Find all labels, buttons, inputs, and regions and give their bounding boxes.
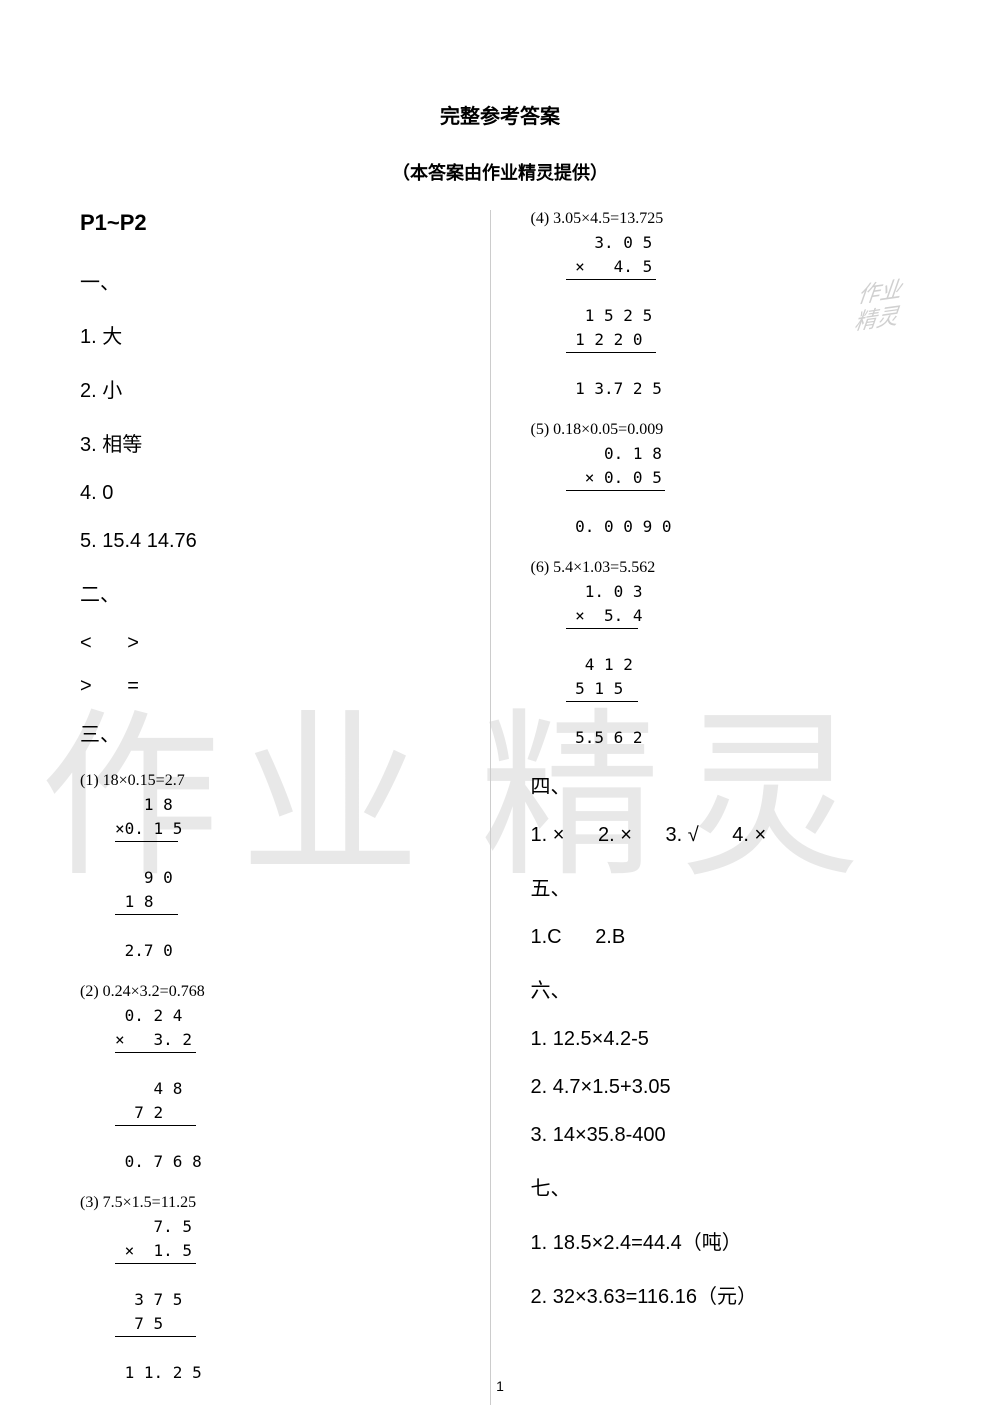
calc-line: × 3. 2: [115, 1028, 470, 1052]
answer: 4. ×: [732, 824, 766, 846]
calc-block: (4) 3.05×4.5=13.725 3. 0 5 × 4. 5 1 5 2 …: [531, 210, 921, 401]
calc-line: 3. 0 5: [566, 231, 921, 255]
answer: 3. √: [665, 824, 698, 846]
calc-rule: [115, 841, 470, 866]
calc-rule: [566, 352, 921, 377]
calc-rule: [115, 1052, 470, 1077]
calc-line: 4 1 2: [566, 653, 921, 677]
calc-title: (1) 18×0.15=2.7: [80, 772, 470, 790]
page-number: 1: [496, 1378, 504, 1394]
answer-item: 1. 12.5×4.2-5: [531, 1028, 921, 1051]
calc-block: (6) 5.4×1.03=5.562 1. 0 3 × 5. 4 4 1 2 5…: [531, 559, 921, 750]
answer-item: 1. 18.5×2.4=44.4（吨）: [531, 1226, 921, 1255]
calc-line: 0. 7 6 8: [115, 1150, 470, 1174]
calc-line: 1 5 2 5: [566, 304, 921, 328]
answer-item: 3. 14×35.8-400: [531, 1124, 921, 1147]
section-1-header: 一、: [80, 266, 470, 295]
calc-line: ×0. 1 5: [115, 817, 470, 841]
answer-item: 2. 4.7×1.5+3.05: [531, 1076, 921, 1099]
calc-line: 5.5 6 2: [566, 726, 921, 750]
answer-item: 2. 32×3.63=116.16（元）: [531, 1280, 921, 1309]
calc-block: (3) 7.5×1.5=11.25 7. 5 × 1. 5 3 7 5 7 5 …: [80, 1194, 470, 1385]
comparison-row: < >: [80, 632, 470, 655]
calc-rule: [115, 1125, 470, 1150]
page-title: 完整参考答案: [80, 100, 920, 129]
answer-item: 4. 0: [80, 482, 470, 505]
section-7-header: 七、: [531, 1172, 921, 1201]
calc-line: 1 8: [115, 793, 470, 817]
calc-line: 7 2: [115, 1101, 470, 1125]
section-4-header: 四、: [531, 770, 921, 799]
calc-line: 0. 2 4: [115, 1004, 470, 1028]
calc-rule: [566, 628, 921, 653]
answer: 2.B: [595, 926, 625, 948]
calc-line: 2.7 0: [115, 939, 470, 963]
calc-line: × 1. 5: [115, 1239, 470, 1263]
calc-line: 1. 0 3: [566, 580, 921, 604]
right-column: (4) 3.05×4.5=13.725 3. 0 5 × 4. 5 1 5 2 …: [531, 210, 921, 1405]
answer: 1.C: [531, 926, 562, 948]
calc-block: (2) 0.24×3.2=0.768 0. 2 4× 3. 2 4 8 7 2 …: [80, 983, 470, 1174]
section-2-header: 二、: [80, 578, 470, 607]
section-3-header: 三、: [80, 718, 470, 747]
calculations-right: (4) 3.05×4.5=13.725 3. 0 5 × 4. 5 1 5 2 …: [531, 210, 921, 750]
calc-line: 9 0: [115, 866, 470, 890]
page-subtitle: （本答案由作业精灵提供）: [80, 159, 920, 185]
calc-line: 3 7 5: [115, 1288, 470, 1312]
calc-line: × 4. 5: [566, 255, 921, 279]
calc-line: 0. 1 8: [566, 442, 921, 466]
answer-item: 5. 15.4 14.76: [80, 530, 470, 553]
calc-title: (2) 0.24×3.2=0.768: [80, 983, 470, 1001]
calc-rule: [566, 490, 921, 515]
calc-title: (5) 0.18×0.05=0.009: [531, 421, 921, 439]
calc-rule: [566, 279, 921, 304]
calc-rule: [115, 1263, 470, 1288]
calc-rule: [115, 914, 470, 939]
calc-line: 4 8: [115, 1077, 470, 1101]
section-5-header: 五、: [531, 872, 921, 901]
calc-line: 7. 5: [115, 1215, 470, 1239]
comparison-row: > =: [80, 675, 470, 698]
calc-line: 1 2 2 0: [566, 328, 921, 352]
content-columns: P1~P2 一、 1. 大 2. 小 3. 相等 4. 0 5. 15.4 14…: [80, 210, 920, 1405]
answer: 1. ×: [531, 824, 565, 846]
calc-title: (3) 7.5×1.5=11.25: [80, 1194, 470, 1212]
answer-item: 3. 相等: [80, 428, 470, 457]
calc-line: 1 1. 2 5: [115, 1361, 470, 1385]
calc-line: 1 3.7 2 5: [566, 377, 921, 401]
page-reference: P1~P2: [80, 210, 470, 236]
calc-line: 0. 0 0 9 0: [566, 515, 921, 539]
calc-title: (4) 3.05×4.5=13.725: [531, 210, 921, 228]
calc-rule: [566, 701, 921, 726]
calc-line: 7 5: [115, 1312, 470, 1336]
calc-block: (5) 0.18×0.05=0.009 0. 1 8 × 0. 0 5 0. 0…: [531, 421, 921, 539]
answer-item: 1. 大: [80, 320, 470, 349]
calculations-left: (1) 18×0.15=2.7 1 8×0. 1 5 9 0 1 8 2.7 0…: [80, 772, 470, 1385]
calc-block: (1) 18×0.15=2.7 1 8×0. 1 5 9 0 1 8 2.7 0: [80, 772, 470, 963]
answer: 2. ×: [598, 824, 632, 846]
section-6-header: 六、: [531, 974, 921, 1003]
calc-line: × 0. 0 5: [566, 466, 921, 490]
calc-rule: [115, 1336, 470, 1361]
section-4-answers: 1. × 2. × 3. √ 4. ×: [531, 824, 921, 847]
calc-line: 5 1 5: [566, 677, 921, 701]
calc-line: × 5. 4: [566, 604, 921, 628]
answer-item: 2. 小: [80, 374, 470, 403]
section-5-answers: 1.C 2.B: [531, 926, 921, 949]
left-column: P1~P2 一、 1. 大 2. 小 3. 相等 4. 0 5. 15.4 14…: [80, 210, 491, 1405]
calc-line: 1 8: [115, 890, 470, 914]
calc-title: (6) 5.4×1.03=5.562: [531, 559, 921, 577]
